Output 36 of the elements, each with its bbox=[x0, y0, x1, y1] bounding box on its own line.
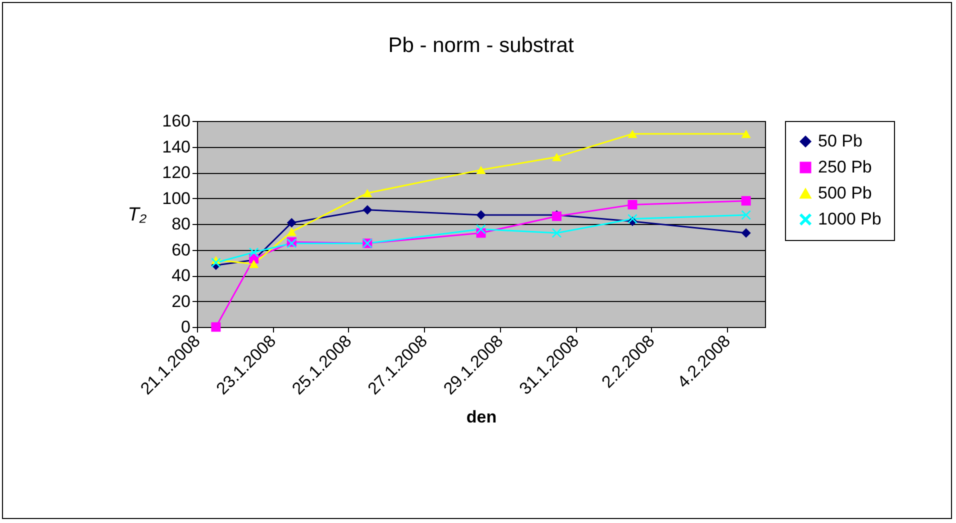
legend-label: 250 Pb bbox=[818, 158, 872, 176]
y-axis-title: T₂ bbox=[128, 204, 148, 226]
x-axis-title: den bbox=[466, 408, 497, 427]
y-tick-label: 160 bbox=[162, 112, 190, 130]
point bbox=[476, 210, 486, 220]
point bbox=[211, 322, 221, 332]
y-tick-label: 120 bbox=[162, 163, 190, 182]
point bbox=[741, 196, 751, 206]
y-tick-label: 100 bbox=[162, 188, 190, 208]
point bbox=[741, 130, 751, 138]
y-tick-label: 40 bbox=[172, 266, 190, 285]
y-tick-label: 20 bbox=[172, 292, 190, 311]
y-tick-label: 80 bbox=[172, 214, 190, 234]
point bbox=[741, 210, 751, 220]
legend-label: 500 Pb bbox=[818, 184, 872, 202]
point bbox=[476, 166, 486, 174]
legend-label: 1000 Pb bbox=[818, 210, 882, 228]
point bbox=[286, 218, 296, 228]
point bbox=[362, 205, 372, 215]
point bbox=[741, 228, 751, 238]
point bbox=[286, 228, 296, 236]
point bbox=[628, 214, 638, 224]
point bbox=[476, 224, 486, 234]
legend-label: 50 Pb bbox=[818, 132, 862, 150]
chart-title: Pb - norm - substrat bbox=[388, 34, 574, 57]
point bbox=[249, 248, 259, 258]
point bbox=[628, 130, 638, 138]
point bbox=[552, 152, 562, 162]
point bbox=[211, 258, 221, 268]
y-tick-label: 60 bbox=[172, 240, 190, 260]
point bbox=[628, 200, 638, 210]
y-tick-label: 0 bbox=[181, 318, 190, 336]
y-tick-label: 140 bbox=[162, 137, 190, 156]
point bbox=[552, 228, 562, 238]
point bbox=[249, 260, 259, 268]
point bbox=[362, 188, 372, 198]
